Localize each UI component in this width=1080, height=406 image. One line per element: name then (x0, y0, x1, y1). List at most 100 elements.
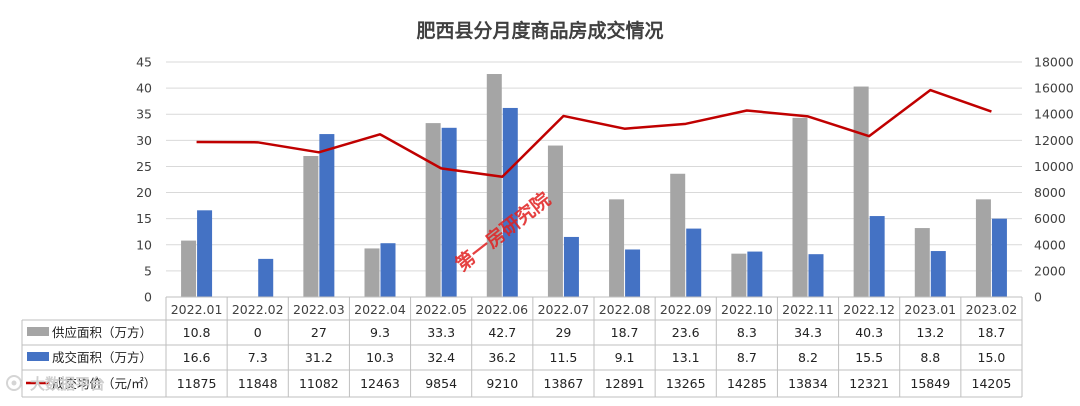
x-tick-label: 2023.02 (966, 302, 1018, 317)
x-tick-label: 2022.08 (599, 302, 651, 317)
bar-supply (670, 173, 686, 297)
x-tick-label: 2022.11 (782, 302, 834, 317)
x-tick-label: 2022.02 (232, 302, 284, 317)
chart-title: 肥西县分月度商品房成交情况 (416, 19, 663, 42)
table-cell: 11.5 (550, 350, 578, 365)
table-cell: 10.3 (366, 350, 394, 365)
legend-swatch (27, 352, 49, 361)
x-tick-label: 2022.09 (660, 302, 712, 317)
bar-supply (364, 248, 380, 297)
table-cell: 8.3 (737, 325, 757, 340)
table-cell: 18.7 (611, 325, 639, 340)
y-left-tick-label: 30 (136, 133, 152, 148)
table-cell: 11875 (177, 376, 217, 391)
y-right-tick-label: 14000 (1034, 107, 1074, 122)
x-tick-label: 2022.05 (415, 302, 467, 317)
y-right-tick-label: 0 (1034, 290, 1042, 305)
bar-deal (991, 218, 1007, 297)
bar-deal (502, 107, 518, 297)
bar-supply (731, 253, 747, 297)
gridlines (166, 61, 1022, 272)
table-cell: 12321 (849, 376, 889, 391)
bar-deal (686, 228, 702, 297)
bar-deal (441, 127, 457, 297)
table-cell: 12891 (605, 376, 645, 391)
bar-supply (547, 145, 563, 297)
x-tick-label: 2022.01 (171, 302, 223, 317)
logo-icon (6, 375, 22, 391)
legend-label: 成交面积（万方） (52, 350, 152, 365)
table-cell: 18.7 (978, 325, 1006, 340)
bar-supply (792, 117, 808, 297)
bar-supply (853, 86, 869, 298)
bar-supply (425, 123, 441, 297)
table-cell: 12463 (360, 376, 400, 391)
table-cell: 31.2 (305, 350, 333, 365)
table-cell: 13.1 (672, 350, 700, 365)
y-right-tick-label: 4000 (1034, 237, 1066, 252)
bar-deal (380, 243, 396, 297)
x-tick-label: 2023.01 (904, 302, 956, 317)
bar-supply (609, 199, 625, 297)
bar-supply (486, 74, 502, 297)
table-cell: 9854 (425, 376, 457, 391)
price-line (196, 88, 992, 179)
table-cell: 42.7 (488, 325, 516, 340)
bar-supply (303, 156, 319, 297)
bar-supply (975, 199, 991, 297)
legend-label: 供应面积（万方） (52, 325, 152, 340)
table-cell: 8.8 (920, 350, 940, 365)
table-cell: 14285 (727, 376, 767, 391)
table-cell: 0 (254, 325, 262, 340)
legend-label: 成交均价（元/㎡） (52, 376, 156, 391)
bar-supply (181, 240, 197, 297)
bar-supply (914, 228, 930, 297)
y-left-tick-label: 45 (136, 55, 152, 70)
table-cell: 14205 (972, 376, 1012, 391)
y-left-tick-label: 15 (136, 211, 152, 226)
y-right-tick-label: 16000 (1034, 81, 1074, 96)
logo-text: 大数据平台 (30, 375, 105, 393)
x-tick-label: 2022.10 (721, 302, 773, 317)
table-cell: 13867 (544, 376, 584, 391)
x-tick-label: 2022.03 (293, 302, 345, 317)
table-cell: 15849 (910, 376, 950, 391)
bar-deal (808, 254, 824, 297)
y-axis-left: 0 5 10 15 20 25 30 35 40 45 (136, 55, 152, 305)
x-tick-label: 2022.12 (843, 302, 895, 317)
table-cell: 32.4 (427, 350, 455, 365)
table-cell: 36.2 (488, 350, 516, 365)
table-cell: 11082 (299, 376, 339, 391)
bar-deal (869, 216, 885, 297)
y-left-tick-label: 25 (136, 159, 152, 174)
table-cell: 13834 (788, 376, 828, 391)
table-cell: 15.0 (978, 350, 1006, 365)
table-cell: 15.5 (855, 350, 883, 365)
table-cell: 13.2 (916, 325, 944, 340)
table-cell: 7.3 (248, 350, 268, 365)
legend-swatch (27, 327, 49, 336)
y-left-tick-label: 35 (136, 107, 152, 122)
y-left-tick-label: 10 (136, 237, 152, 252)
y-right-tick-label: 18000 (1034, 55, 1074, 70)
table-cell: 40.3 (855, 325, 883, 340)
table-cell: 11848 (238, 376, 278, 391)
bar-deal (625, 249, 641, 297)
table-cell: 16.6 (183, 350, 211, 365)
bar-deal (197, 210, 213, 297)
table-cell: 33.3 (427, 325, 455, 340)
table-cell: 23.6 (672, 325, 700, 340)
bar-deal (319, 134, 335, 297)
bar-marks (181, 74, 1007, 298)
table-cell: 13265 (666, 376, 706, 391)
y-right-tick-label: 8000 (1034, 185, 1066, 200)
table-cell: 8.7 (737, 350, 757, 365)
y-left-tick-label: 5 (144, 263, 152, 278)
y-right-tick-label: 2000 (1034, 263, 1066, 278)
y-right-tick-label: 12000 (1034, 133, 1074, 148)
table-cell: 10.8 (183, 325, 211, 340)
table-cell: 9.1 (615, 350, 635, 365)
table-cell: 29 (555, 325, 571, 340)
